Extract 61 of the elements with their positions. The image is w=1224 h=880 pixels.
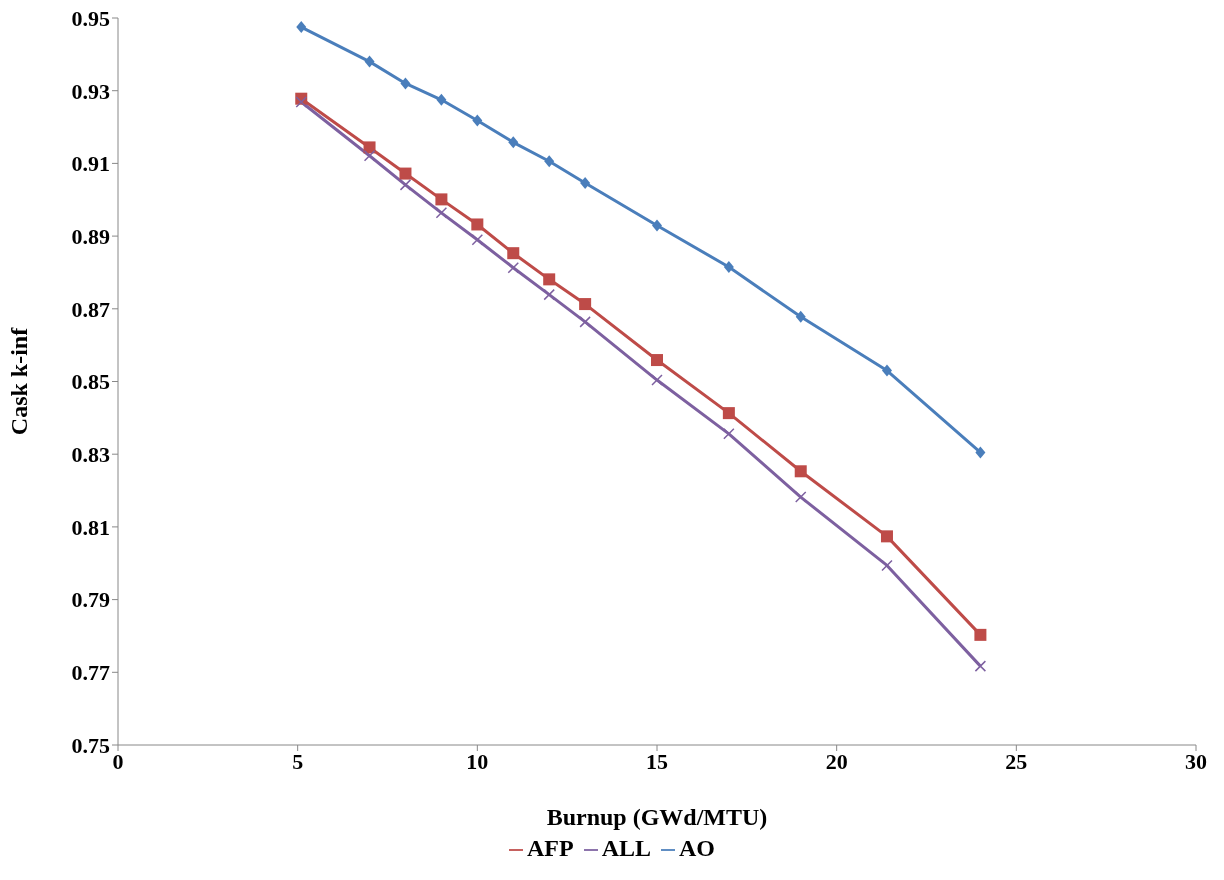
point xyxy=(435,193,448,206)
point xyxy=(507,247,520,260)
point xyxy=(579,316,591,328)
x-tick-label: 10 xyxy=(466,748,489,774)
point xyxy=(723,261,734,273)
point xyxy=(399,179,412,191)
point xyxy=(471,233,484,246)
point xyxy=(508,136,519,149)
point xyxy=(722,407,735,420)
point xyxy=(794,465,807,478)
point xyxy=(507,261,520,274)
y-tick-label: 0.93 xyxy=(71,78,110,104)
point xyxy=(974,660,987,672)
y-tick-label: 0.79 xyxy=(71,587,110,613)
y-tick-label: 0.95 xyxy=(71,5,110,31)
point xyxy=(651,374,663,386)
x-tick-label: 20 xyxy=(825,748,848,774)
point xyxy=(543,273,556,286)
point xyxy=(544,155,555,168)
point xyxy=(363,141,376,154)
point xyxy=(795,310,806,323)
x-tick-label: 5 xyxy=(292,748,304,774)
point xyxy=(880,530,893,543)
point xyxy=(436,93,447,106)
point xyxy=(881,559,893,572)
x-tick-label: 0 xyxy=(112,748,124,774)
point xyxy=(363,150,376,162)
point xyxy=(296,21,307,34)
x-tick-label: 15 xyxy=(646,748,668,774)
legend-label: AFP xyxy=(526,835,574,861)
legend-label: AO xyxy=(679,835,715,861)
point xyxy=(652,219,662,232)
point xyxy=(975,446,986,459)
y-tick-label: 0.91 xyxy=(71,151,110,177)
point xyxy=(543,288,555,301)
point xyxy=(399,167,412,180)
point xyxy=(472,114,483,127)
y-tick-label: 0.85 xyxy=(71,369,110,395)
point xyxy=(435,207,448,219)
y-axis-title: Cask k-inf xyxy=(5,326,32,436)
point xyxy=(794,491,807,503)
legend-label: ALL xyxy=(601,835,651,861)
y-tick-label: 0.75 xyxy=(71,732,110,758)
x-tick-label: 25 xyxy=(1005,748,1028,774)
point xyxy=(723,428,735,440)
point xyxy=(400,77,411,90)
point xyxy=(974,628,987,641)
y-tick-label: 0.77 xyxy=(71,660,110,686)
x-axis-title: Burnup (GWd/MTU) xyxy=(546,804,768,830)
y-tick-label: 0.87 xyxy=(71,296,110,322)
y-tick-label: 0.89 xyxy=(71,223,110,249)
point xyxy=(881,364,892,377)
y-tick-label: 0.81 xyxy=(71,514,110,540)
point xyxy=(580,177,591,190)
point xyxy=(295,96,308,108)
y-tick-label: 0.83 xyxy=(71,442,110,468)
point xyxy=(579,298,592,311)
point xyxy=(364,55,375,68)
x-tick-label: 30 xyxy=(1185,748,1207,774)
point xyxy=(651,354,663,367)
point xyxy=(471,218,484,231)
